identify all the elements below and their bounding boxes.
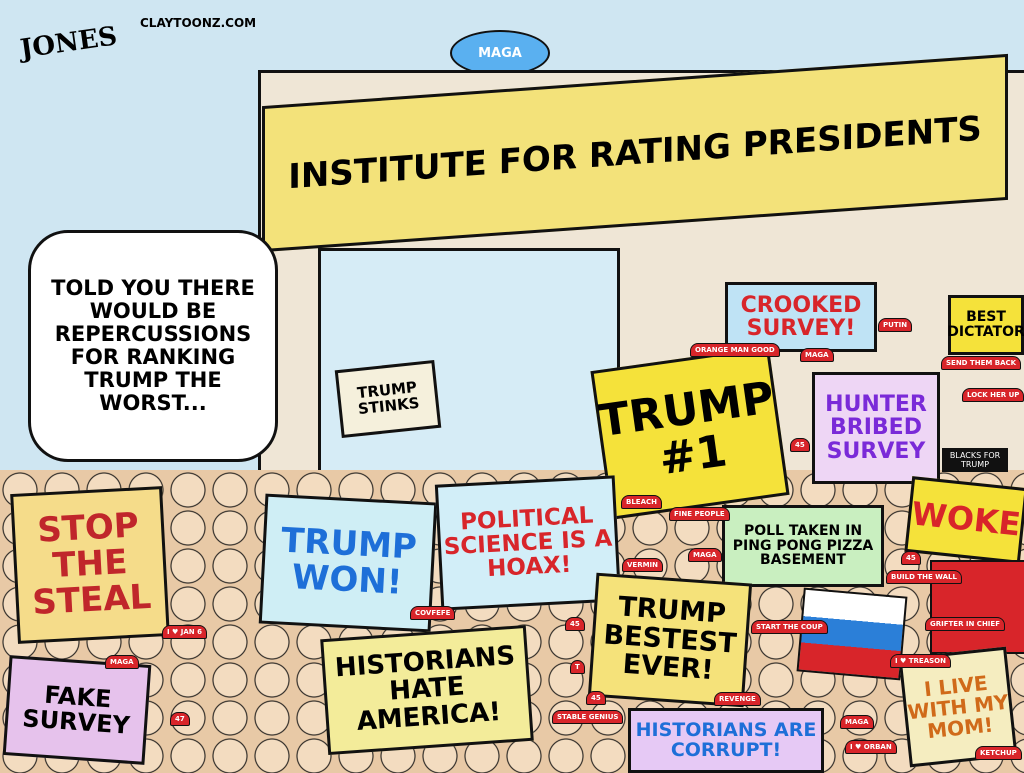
cap-label: I ♥ TREASON <box>890 654 951 668</box>
sign-best-dictator: BEST DICTATOR <box>947 295 1024 355</box>
signature: JONES <box>18 21 119 65</box>
sign-fake-survey: FAKE SURVEY <box>2 655 152 765</box>
building-title: INSTITUTE FOR RATING PRESIDENTS <box>288 108 982 198</box>
blimp-label: MAGA <box>478 45 522 61</box>
cap-label: BUILD THE WALL <box>886 570 962 584</box>
cap-label: PUTIN <box>878 318 913 332</box>
cap-label: MAGA <box>800 348 834 362</box>
sign-trump-bestest: TRUMP BESTEST EVER! <box>587 572 753 708</box>
sign-trump-1: TRUMP #1 <box>590 346 790 520</box>
cap-label: SEND THEM BACK <box>941 356 1022 370</box>
cap-label: BLEACH <box>621 495 662 509</box>
cap-label: 45 <box>586 691 606 705</box>
cap-label: 45 <box>790 438 810 452</box>
cap-label: STABLE GENIUS <box>552 710 624 724</box>
speech-bubble: TOLD YOU THERE WOULD BE REPERCUSSIONS FO… <box>28 230 278 462</box>
cap-label: 47 <box>170 712 190 726</box>
cap-label: T <box>570 660 585 674</box>
window <box>318 248 620 476</box>
cap-label: 45 <box>901 551 921 565</box>
cap-label: ORANGE MAN GOOD <box>690 343 780 357</box>
cap-label: VERMIN <box>622 558 664 572</box>
speech-text: TOLD YOU THERE WOULD BE REPERCUSSIONS FO… <box>51 275 255 416</box>
sign-historians-corrupt: HISTORIANS ARE CORRUPT! <box>628 708 824 773</box>
cap-label: I ♥ ORBAN <box>845 740 897 754</box>
sign-crooked-survey: CROOKED SURVEY! <box>725 282 877 352</box>
sign-woke: WOKE <box>904 476 1024 564</box>
cap-label: MAGA <box>840 715 874 729</box>
shirt-blacks-for-trump: BLACKS FOR TRUMP <box>942 448 1008 472</box>
cap-label: MAGA <box>105 655 139 669</box>
site-credit: CLAYTOONZ.COM <box>140 16 257 30</box>
cap-label: MAGA <box>688 548 722 562</box>
cap-label: REVENGE <box>714 692 761 706</box>
cap-label: 45 <box>565 617 585 631</box>
cap-label: FINE PEOPLE <box>669 507 730 521</box>
cap-label: KETCHUP <box>975 746 1022 760</box>
sign-poll-taken: POLL TAKEN IN PING PONG PIZZA BASEMENT <box>722 505 884 587</box>
window-sign: TRUMP STINKS <box>334 359 442 439</box>
cap-label: LOCK HER UP <box>962 388 1024 402</box>
sign-stop-the-steal: STOP THE STEAL <box>10 486 170 644</box>
cap-label: I ♥ JAN 6 <box>162 625 207 639</box>
blimp: MAGA <box>450 30 550 76</box>
sign-hunter-bribed: HUNTER BRIBED SURVEY <box>812 372 940 484</box>
cap-label: START THE COUP <box>751 620 828 634</box>
cap-label: COVFEFE <box>410 606 456 620</box>
sign-political-science: POLITICAL SCIENCE IS A HOAX! <box>434 475 622 611</box>
sign-historians-hate: HISTORIANS HATE AMERICA! <box>320 624 534 756</box>
cap-label: GRIFTER IN CHIEF <box>925 617 1005 631</box>
